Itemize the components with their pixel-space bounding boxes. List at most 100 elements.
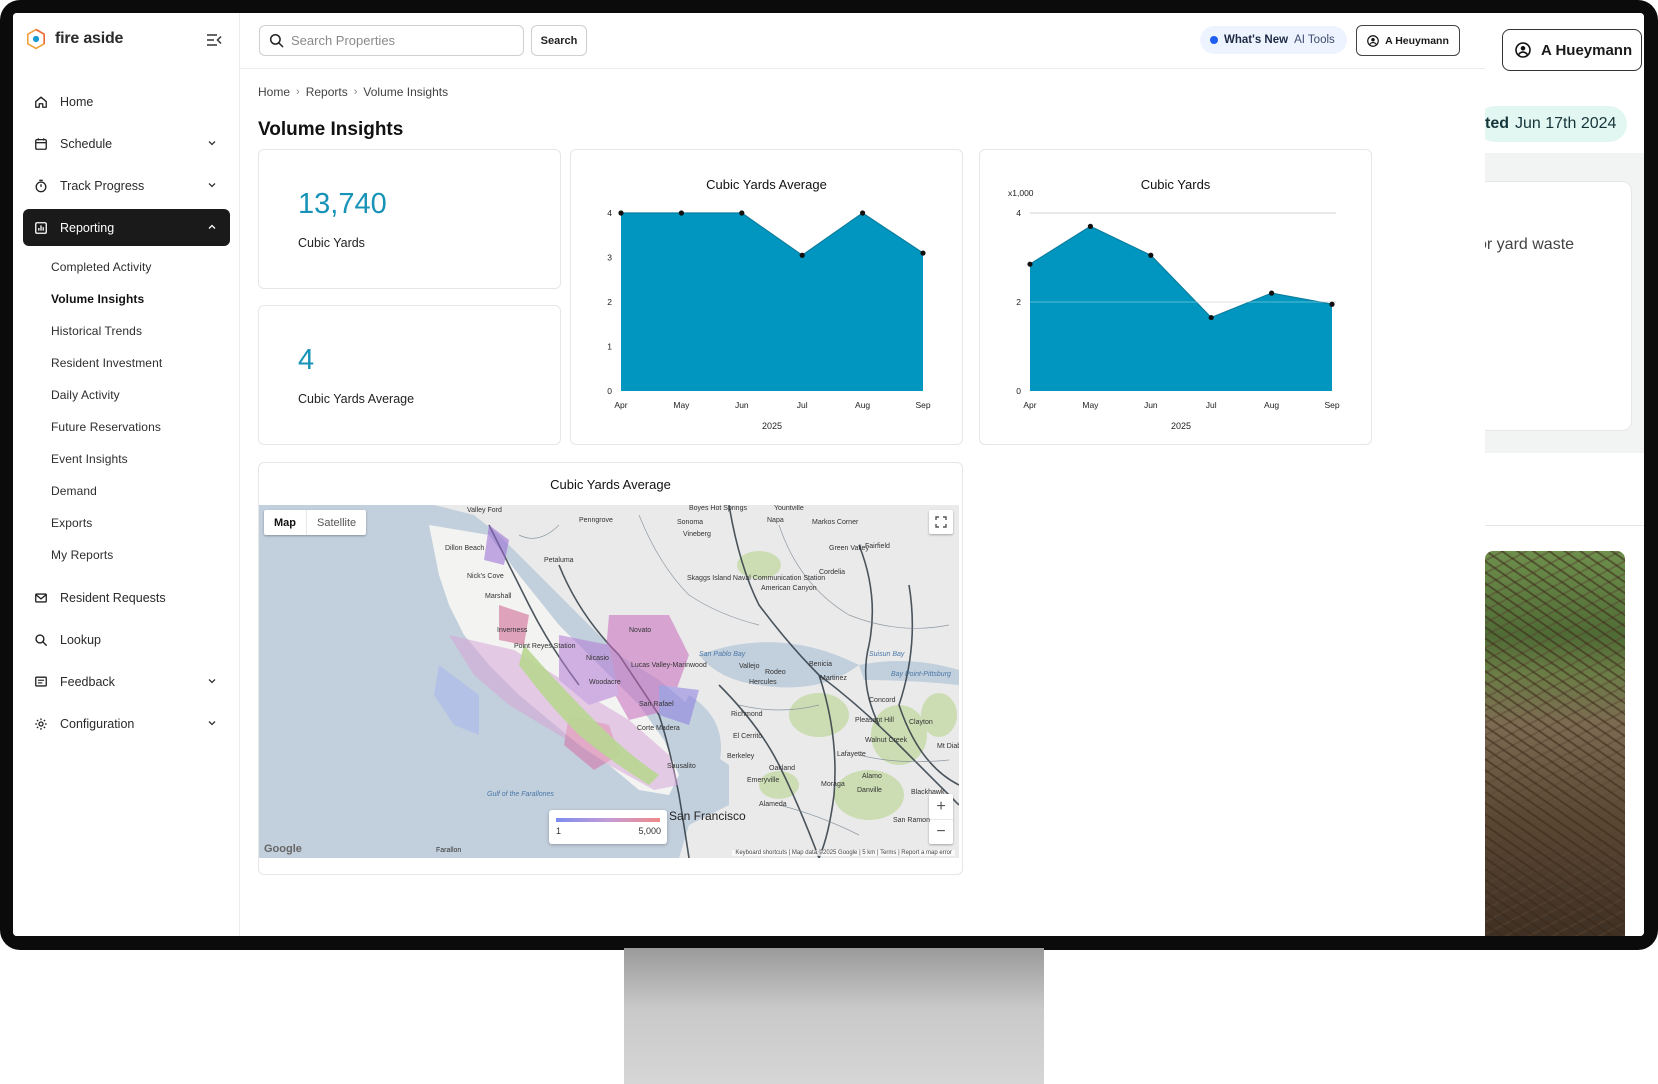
x-tick-label: Apr: [1023, 400, 1036, 410]
sidebar-item-reporting[interactable]: Reporting: [23, 209, 230, 246]
subnav-item-future-reservations[interactable]: Future Reservations: [51, 420, 161, 434]
updated-pill: ted Jun 17th 2024: [1485, 106, 1627, 142]
map-place-label: Benicia: [809, 661, 832, 668]
subnav-item-daily-activity[interactable]: Daily Activity: [51, 388, 120, 402]
map-place-label: Vallejo: [739, 663, 760, 670]
collapse-sidebar-icon[interactable]: [205, 31, 223, 49]
sidebar-item-resident-requests[interactable]: Resident Requests: [23, 579, 230, 616]
map-place-label: Corte Madera: [637, 725, 680, 732]
subnav-item-historical-trends[interactable]: Historical Trends: [51, 324, 143, 338]
map-place-label: Sausalito: [667, 763, 696, 770]
breadcrumb-reports[interactable]: Reports: [305, 85, 348, 99]
map-place-label: Cordelia: [819, 569, 846, 576]
x-tick-label: May: [673, 400, 690, 410]
map-place-label: Hercules: [749, 679, 777, 686]
map-title: Cubic Yards Average: [550, 477, 671, 492]
map-place-label: Walnut Creek: [865, 737, 908, 744]
breadcrumb-home[interactable]: Home: [258, 85, 291, 99]
data-point[interactable]: [920, 250, 926, 256]
area-chart-cubic-yards: 0 2 4 Apr May Jun Jul Aug Sep 2025 x1,000: [1008, 188, 1340, 431]
sidebar-item-track-progress[interactable]: Track Progress: [23, 167, 230, 204]
subnav-item-volume-insights[interactable]: Volume Insights: [51, 292, 145, 306]
updated-prefix: ted: [1485, 115, 1509, 132]
map-view[interactable]: Map Satellite + − 1 5,000 San Francisco …: [259, 505, 959, 858]
map-type-map[interactable]: Map: [274, 516, 296, 529]
data-point[interactable]: [739, 210, 745, 216]
map-place-label: San Pablo Bay: [699, 651, 746, 658]
x-tick-label: Aug: [1264, 400, 1279, 410]
search-icon: [34, 633, 47, 646]
map-place-label: Gulf of the Farallones: [487, 791, 554, 798]
map-place-label: Inverness: [497, 627, 528, 634]
zoom-in-button[interactable]: +: [936, 797, 946, 815]
data-point[interactable]: [1027, 261, 1033, 267]
x-tick-label: Jun: [735, 400, 749, 410]
map-place-label: Nicasio: [586, 655, 609, 662]
chevron-down-icon: [208, 679, 216, 684]
data-point[interactable]: [618, 210, 624, 216]
sidebar-item-configuration[interactable]: Configuration: [23, 705, 230, 742]
map-place-label: Alamo: [862, 773, 882, 780]
map-type-toggle: Map Satellite: [264, 510, 367, 535]
x-tick-label: Apr: [614, 400, 627, 410]
x-axis-label: 2025: [1171, 421, 1191, 431]
map-place-label: Alameda: [759, 801, 787, 808]
sidebar-nav: Home Schedule Track Progress Reporting: [13, 83, 240, 747]
subnav-item-completed-activity[interactable]: Completed Activity: [51, 260, 152, 274]
calendar-icon: [34, 137, 47, 150]
mail-icon: [34, 592, 47, 603]
sidebar-item-feedback[interactable]: Feedback: [23, 663, 230, 700]
background-user-button[interactable]: A Hueymann: [1502, 29, 1642, 71]
sidebar-item-label: Schedule: [60, 136, 113, 151]
data-point[interactable]: [860, 210, 866, 216]
map-place-label: Point Reyes Station: [514, 643, 576, 650]
search-input[interactable]: [291, 33, 511, 48]
map-place-label: Moraga: [821, 781, 845, 788]
stat-value: 4: [298, 344, 315, 376]
area-series: [621, 213, 923, 391]
whats-new-pill[interactable]: What's New AI Tools: [1200, 26, 1347, 54]
data-point[interactable]: [1329, 301, 1335, 307]
subnav-item-event-insights[interactable]: Event Insights: [51, 452, 128, 466]
status-dot-icon: [1210, 36, 1218, 44]
data-point[interactable]: [1087, 223, 1093, 229]
zoom-out-button[interactable]: −: [929, 819, 953, 844]
chevron-down-icon: [208, 141, 216, 146]
data-point[interactable]: [1269, 290, 1275, 296]
gear-icon: [34, 717, 47, 730]
sidebar-item-label: Configuration: [60, 716, 135, 731]
chevron-down-icon: [208, 721, 216, 726]
fullscreen-button[interactable]: [929, 510, 953, 534]
sidebar-item-home[interactable]: Home: [23, 83, 230, 120]
app-window: Search What's New AI Tools A Heuymann fi…: [13, 13, 1485, 936]
data-point[interactable]: [678, 210, 684, 216]
sidebar-item-lookup[interactable]: Lookup: [23, 621, 230, 658]
subnav-item-resident-investment[interactable]: Resident Investment: [51, 356, 163, 370]
data-point[interactable]: [799, 252, 805, 258]
user-menu-button[interactable]: A Heuymann: [1356, 25, 1460, 56]
sidebar-item-label: Home: [60, 94, 94, 109]
data-point[interactable]: [1208, 314, 1214, 321]
subnav-item-exports[interactable]: Exports: [51, 516, 93, 530]
brand[interactable]: fire aside: [25, 26, 123, 52]
map-type-satellite[interactable]: Satellite: [306, 510, 366, 535]
ai-tools-label: AI Tools: [1294, 34, 1335, 46]
y-tick-label: 2: [1016, 297, 1021, 307]
area-series: [1030, 226, 1332, 391]
map-attribution[interactable]: Keyboard shortcuts | Map data ©2025 Goog…: [732, 850, 955, 856]
map-place-label: Yountville: [774, 505, 804, 512]
sidebar-item-schedule[interactable]: Schedule: [23, 125, 230, 162]
chevron-up-icon: [208, 224, 216, 229]
map-place-label: Oakland: [769, 765, 796, 772]
y-axis-unit-label: x1,000: [1008, 188, 1034, 198]
subnav-item-demand[interactable]: Demand: [51, 484, 97, 498]
subnav-item-my-reports[interactable]: My Reports: [51, 548, 114, 562]
x-tick-label: Sep: [915, 400, 930, 410]
search-button[interactable]: Search: [531, 25, 587, 56]
sidebar-item-label: Lookup: [60, 632, 102, 647]
data-point[interactable]: [1148, 252, 1154, 258]
legend-max: 5,000: [638, 826, 661, 836]
area-chart-cubic-yards-average: 0 1 2 3 4 Apr May Jun Jul Aug Sep 2025: [607, 208, 931, 431]
map-place-label: Novato: [629, 627, 652, 634]
chevron-down-icon: [208, 183, 216, 188]
